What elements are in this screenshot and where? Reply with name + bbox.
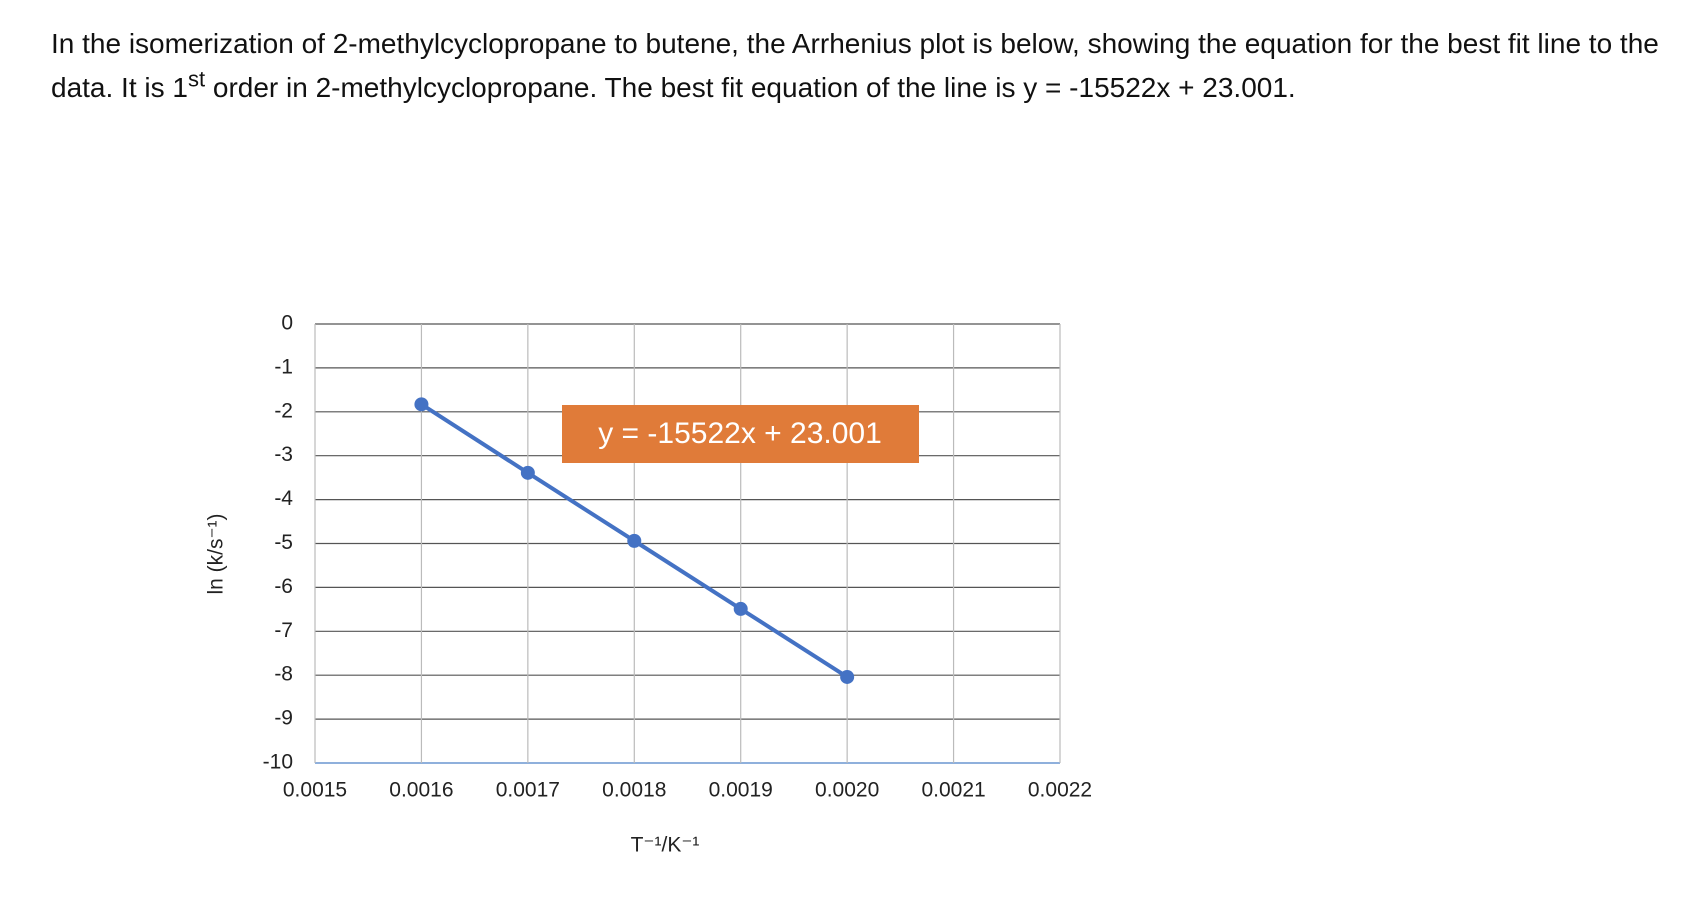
- y-tick-label: 0: [281, 312, 293, 335]
- data-point: [840, 669, 855, 684]
- question: In the isomerization of 2-methylcyclopro…: [51, 22, 1671, 110]
- y-axis-title: ln (k/s⁻¹): [205, 513, 228, 594]
- y-tick-label: -8: [274, 663, 293, 686]
- y-tick-label: -7: [274, 619, 293, 642]
- superscript: st: [187, 66, 206, 92]
- y-tick-label: -10: [263, 751, 293, 774]
- y-tick-label: -5: [274, 531, 293, 554]
- y-tick-label: -4: [274, 487, 293, 510]
- x-tick-label: 0.0019: [709, 779, 773, 802]
- y-tick-label: -9: [274, 707, 293, 730]
- x-tick-label: 0.0016: [389, 779, 453, 802]
- x-tick-label: 0.0018: [602, 779, 666, 802]
- data-point: [733, 601, 748, 616]
- question-text: In the isomerization of 2-methylcyclopro…: [51, 28, 1659, 103]
- x-tick-label: 0.0021: [921, 779, 985, 802]
- y-tick-label: -6: [274, 575, 293, 598]
- y-tick-label: -2: [274, 399, 293, 422]
- data-point: [520, 465, 535, 480]
- data-point: [414, 397, 429, 412]
- annotation: y = -15522x + 23.001: [598, 417, 882, 450]
- x-tick-label: 0.0015: [283, 779, 347, 802]
- question-text: order in 2-methylcyclopropane. The best …: [205, 72, 1296, 103]
- x-tick-label: 0.0022: [1028, 779, 1092, 802]
- y-tick-label: -1: [274, 355, 293, 378]
- x-tick-label: 0.0020: [815, 779, 879, 802]
- annotation-box: [562, 405, 919, 463]
- x-tick-label: 0.0017: [496, 779, 560, 802]
- x-axis-title: T⁻¹/K⁻¹: [631, 834, 700, 857]
- y-tick-label: -3: [274, 443, 293, 466]
- data-point: [627, 533, 642, 548]
